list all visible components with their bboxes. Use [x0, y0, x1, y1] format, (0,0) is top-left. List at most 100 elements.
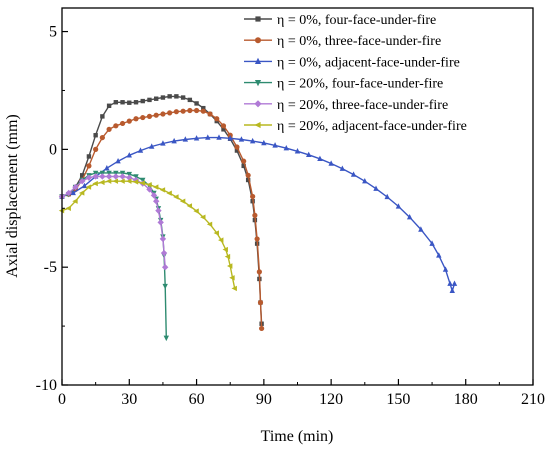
- data-point: [193, 135, 200, 141]
- data-point: [221, 127, 226, 132]
- data-point: [120, 100, 125, 105]
- data-point: [79, 173, 85, 178]
- data-point: [238, 136, 245, 142]
- data-point: [206, 221, 213, 228]
- data-point: [180, 95, 186, 100]
- data-point: [252, 212, 258, 218]
- data-point: [173, 194, 179, 200]
- data-point: [257, 299, 264, 306]
- data-point: [162, 283, 168, 290]
- data-point: [227, 135, 233, 141]
- data-point: [350, 171, 357, 177]
- data-point: [254, 236, 260, 242]
- data-point: [229, 275, 235, 281]
- data-point: [154, 96, 159, 101]
- legend: η = 0%, four-face-under-fire η = 0%, thre…: [244, 13, 467, 134]
- data-point: [418, 226, 424, 232]
- legend-item: η = 0%, adjacent-face-under-fire: [244, 55, 460, 70]
- legend-label: η = 20%, three-face-under-fire: [277, 98, 448, 113]
- data-point: [81, 182, 88, 189]
- x-tick-label: 180: [454, 391, 478, 408]
- x-tick-label: 30: [121, 391, 137, 408]
- data-point: [436, 252, 442, 258]
- data-point: [93, 146, 99, 152]
- data-point: [132, 179, 139, 185]
- data-point: [272, 142, 278, 148]
- data-point: [193, 107, 200, 114]
- data-point: [126, 118, 132, 124]
- data-point: [126, 178, 132, 184]
- data-point: [160, 249, 168, 257]
- data-point: [146, 113, 153, 119]
- data-point: [113, 123, 119, 129]
- data-point: [160, 95, 166, 100]
- data-point: [187, 97, 193, 103]
- series-line: [61, 95, 263, 324]
- data-point: [174, 94, 179, 99]
- legend-marker-swatch: [254, 57, 262, 64]
- data-point: [250, 193, 256, 200]
- y-tick-label: -5: [44, 259, 57, 276]
- data-point: [159, 235, 167, 243]
- data-point: [362, 177, 368, 184]
- y-tick-label: -10: [36, 377, 57, 394]
- data-point: [214, 116, 220, 122]
- data-point: [93, 133, 98, 138]
- data-point: [163, 335, 169, 342]
- data-point: [119, 173, 126, 180]
- x-tick-label: 210: [521, 391, 545, 408]
- data-point: [133, 116, 139, 122]
- data-point: [294, 148, 301, 154]
- data-point: [222, 246, 228, 253]
- data-point: [137, 147, 144, 153]
- data-point: [161, 263, 169, 271]
- data-point: [140, 98, 145, 104]
- data-point: [153, 198, 160, 205]
- y-tick-label: 5: [49, 24, 57, 41]
- data-point: [218, 237, 224, 243]
- data-point: [241, 163, 246, 169]
- data-point: [126, 152, 132, 158]
- data-point: [105, 178, 112, 184]
- data-point: [193, 208, 199, 214]
- data-point: [113, 100, 119, 105]
- data-point: [249, 137, 256, 144]
- data-point: [112, 178, 119, 184]
- data-point: [112, 173, 120, 180]
- data-point: [200, 108, 206, 114]
- data-point: [317, 155, 323, 161]
- x-axis-title: Time (min): [261, 428, 334, 445]
- data-point: [180, 108, 186, 114]
- data-point: [451, 280, 458, 286]
- data-point: [182, 136, 189, 142]
- data-point: [115, 157, 121, 164]
- data-point: [186, 203, 193, 209]
- series-6: [58, 178, 237, 292]
- data-point: [395, 203, 402, 209]
- data-point: [160, 140, 166, 146]
- data-point: [72, 198, 78, 204]
- data-point: [86, 154, 92, 159]
- x-tick-label: 120: [319, 391, 343, 408]
- data-point: [167, 94, 172, 99]
- data-point: [147, 97, 152, 103]
- legend-marker-swatch: [254, 100, 262, 108]
- data-point: [160, 111, 166, 117]
- data-point: [146, 182, 152, 188]
- data-point: [140, 114, 146, 121]
- data-point: [261, 139, 267, 146]
- legend-label: η = 0%, three-face-under-fire: [277, 34, 441, 49]
- data-point: [339, 165, 346, 171]
- legend-item: η = 20%, three-face-under-fire: [244, 98, 448, 113]
- data-point: [194, 101, 199, 106]
- legend-marker-swatch: [255, 16, 261, 22]
- data-point: [384, 193, 390, 200]
- data-point: [85, 184, 92, 190]
- data-point: [429, 240, 435, 246]
- data-point: [200, 214, 206, 220]
- data-point: [65, 189, 72, 197]
- data-point: [245, 172, 251, 178]
- data-point: [245, 177, 251, 183]
- legend-item: η = 0%, three-face-under-fire: [244, 34, 441, 49]
